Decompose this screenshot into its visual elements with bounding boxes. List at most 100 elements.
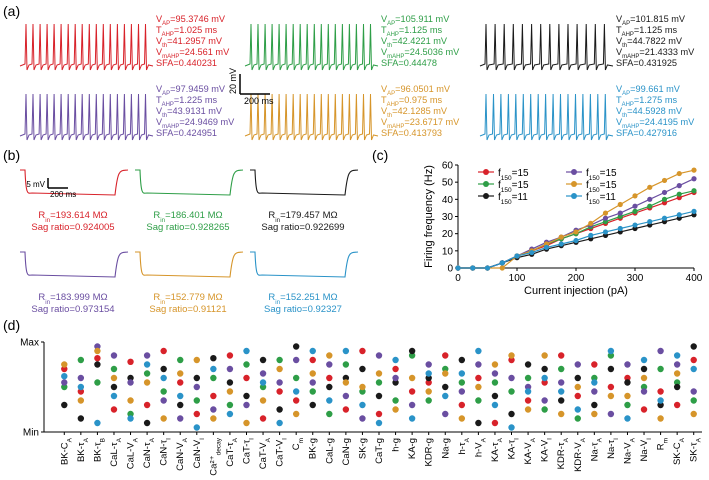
param-label: h-τA bbox=[457, 437, 471, 454]
param-point-red bbox=[541, 379, 548, 386]
param-point-purple bbox=[392, 374, 399, 382]
param-point-green bbox=[541, 406, 548, 413]
spike-trace-purple bbox=[19, 93, 154, 141]
param-point-black bbox=[177, 401, 184, 409]
param-point-green bbox=[177, 356, 184, 364]
panel-label-d: (d) bbox=[3, 317, 20, 333]
param-label: CaL-VA bbox=[126, 437, 140, 469]
param-point-red bbox=[375, 410, 383, 418]
scale-voltage-label: 20 mV bbox=[228, 68, 238, 94]
vth-label: Vth=44.7822 mV bbox=[616, 36, 683, 49]
legend-marker-orange bbox=[571, 181, 577, 187]
param-point-purple bbox=[640, 388, 648, 395]
vap-label: VAP=95.3746 mV bbox=[156, 14, 226, 27]
param-point-green bbox=[226, 401, 234, 409]
vmahp-label: VmAHP=24.5036 mV bbox=[381, 47, 460, 60]
param-point-black bbox=[375, 392, 383, 400]
param-point-green bbox=[657, 365, 664, 373]
param-point-blue bbox=[574, 406, 581, 413]
param-point-green bbox=[558, 365, 565, 373]
param-point-black bbox=[210, 355, 217, 362]
param-point-red bbox=[61, 365, 68, 373]
param-label: h-VA bbox=[473, 437, 487, 457]
spike-trace-green bbox=[244, 23, 379, 71]
param-point-black bbox=[607, 365, 615, 373]
param-point-purple bbox=[243, 401, 250, 409]
fi-point-blue bbox=[499, 260, 505, 266]
param-point-green bbox=[61, 383, 68, 391]
param-point-purple bbox=[210, 406, 217, 413]
param-point-orange bbox=[607, 392, 615, 400]
param-point-black bbox=[292, 343, 300, 350]
param-label: Na-g bbox=[440, 438, 451, 459]
param-point-purple bbox=[276, 379, 283, 386]
param-point-blue bbox=[425, 370, 432, 377]
sag-ratio-label: Sag ratio=0.92327 bbox=[264, 304, 342, 315]
param-point-black bbox=[392, 379, 399, 386]
fi-point-orange bbox=[632, 193, 638, 199]
scale-b-voltage-label: 5 mV bbox=[26, 180, 45, 189]
fi-point-blue bbox=[617, 225, 623, 232]
legend-marker-red bbox=[483, 169, 489, 175]
param-point-black bbox=[425, 374, 432, 382]
param-point-black bbox=[77, 415, 85, 422]
param-point-green bbox=[94, 379, 101, 386]
param-point-blue bbox=[558, 388, 565, 395]
param-label: Na-τI bbox=[606, 438, 620, 459]
x-tick-label: 0 bbox=[455, 273, 461, 284]
param-point-purple bbox=[193, 383, 200, 391]
param-point-red bbox=[640, 406, 648, 413]
param-point-red bbox=[607, 383, 615, 391]
panel-label-c: (c) bbox=[372, 147, 388, 163]
param-point-red bbox=[226, 352, 234, 359]
param-point-black bbox=[558, 397, 565, 404]
param-label: KDR-τA bbox=[556, 437, 570, 469]
spike-trace-black bbox=[479, 23, 614, 71]
scale-b-time-label: 200 ms bbox=[50, 190, 76, 199]
param-point-orange bbox=[640, 374, 648, 382]
param-point-orange bbox=[375, 370, 383, 377]
param-point-orange bbox=[77, 397, 85, 404]
fi-point-green bbox=[632, 208, 638, 214]
fi-point-orange bbox=[573, 229, 579, 235]
param-point-red bbox=[425, 379, 432, 386]
param-point-purple bbox=[110, 352, 118, 359]
param-point-black bbox=[657, 401, 664, 409]
param-point-green bbox=[77, 356, 85, 364]
fi-point-purple bbox=[647, 196, 653, 202]
panel-b-scale-bar: 5 mV 200 ms bbox=[26, 178, 76, 199]
param-point-blue bbox=[342, 347, 350, 355]
param-point-green bbox=[475, 397, 482, 404]
param-label: CaN-VI bbox=[192, 438, 206, 469]
param-label: BK-g bbox=[308, 438, 319, 459]
sag-trace-orange bbox=[135, 251, 244, 278]
param-point-red bbox=[408, 388, 416, 395]
param-point-black bbox=[491, 392, 499, 400]
param-label: KDR-g bbox=[424, 438, 435, 467]
tahp-label: TAHP=1.225 ms bbox=[156, 95, 217, 108]
param-point-black bbox=[475, 419, 482, 427]
param-label: KA-τI bbox=[507, 438, 521, 460]
param-point-purple bbox=[259, 370, 267, 377]
param-point-red bbox=[110, 406, 118, 413]
param-point-orange bbox=[127, 397, 134, 404]
param-point-blue bbox=[475, 347, 482, 355]
x-tick-label: 200 bbox=[568, 273, 585, 284]
param-point-red bbox=[458, 401, 466, 409]
param-point-blue bbox=[607, 347, 615, 355]
param-point-orange bbox=[541, 352, 548, 359]
param-point-green bbox=[292, 374, 300, 382]
param-point-purple bbox=[442, 410, 449, 418]
fi-point-blue bbox=[558, 241, 564, 247]
fi-point-purple bbox=[632, 203, 638, 209]
param-point-green bbox=[110, 365, 118, 373]
param-point-orange bbox=[425, 388, 432, 395]
panel-c-fi-curve: 0 10 20 30 40 50 60 0 100 200 300 400 Current inject… bbox=[423, 161, 703, 298]
tahp-label: TAHP=0.975 ms bbox=[381, 95, 442, 108]
param-point-blue bbox=[408, 415, 416, 422]
param-label: CaN-VA bbox=[175, 437, 189, 471]
spike-trace-red bbox=[19, 23, 154, 71]
param-label: CaL-g bbox=[324, 438, 335, 464]
param-point-red bbox=[276, 388, 283, 395]
